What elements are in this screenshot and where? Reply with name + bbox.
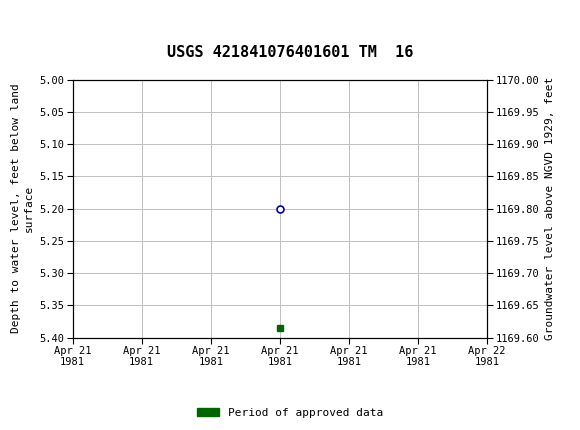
Legend: Period of approved data: Period of approved data [193, 403, 387, 422]
Text: ≡USGS: ≡USGS [9, 10, 55, 25]
Text: USGS 421841076401601 TM  16: USGS 421841076401601 TM 16 [167, 46, 413, 61]
Y-axis label: Groundwater level above NGVD 1929, feet: Groundwater level above NGVD 1929, feet [545, 77, 555, 340]
Y-axis label: Depth to water level, feet below land
surface: Depth to water level, feet below land su… [11, 84, 34, 333]
